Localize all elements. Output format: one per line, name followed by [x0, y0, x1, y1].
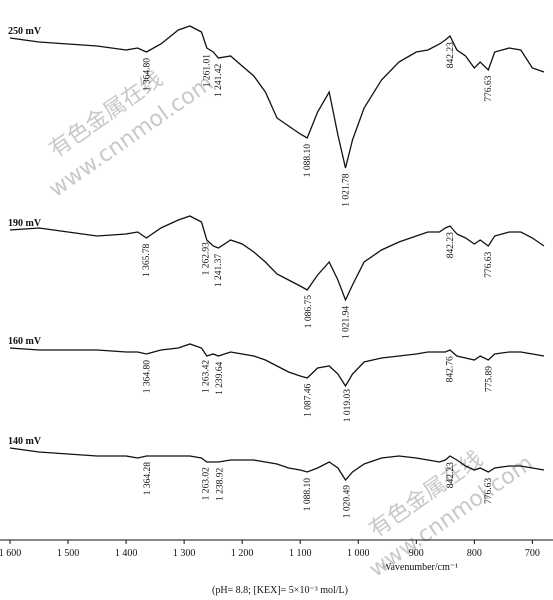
peak-label: 1 087.46 [303, 383, 313, 417]
x-tick-label: 1 300 [173, 548, 196, 559]
x-tick-label: 1 600 [0, 548, 21, 559]
peak-label: 1 365.78 [142, 243, 152, 276]
caption: (pH= 8.8; [KEX]= 5×10⁻³ mol/L) [212, 585, 348, 596]
peak-label: 842.23 [446, 232, 456, 258]
peak-label: 1 364.80 [143, 58, 153, 92]
series-label: 190 mV [8, 218, 42, 229]
peak-label: 775.89 [484, 366, 494, 392]
x-axis-label: Wavenumber/cm⁻¹ [382, 562, 458, 573]
x-tick-label: 1 200 [231, 548, 254, 559]
x-tick-label: 1 400 [115, 548, 138, 559]
spectrum-line [9, 25, 545, 169]
peak-label: 1 364.28 [143, 462, 153, 496]
spectrum-line [9, 447, 545, 482]
x-tick-label: 1 000 [347, 548, 370, 559]
peak-label: 1 263.02 [202, 467, 212, 501]
peak-label: 1 261.01 [203, 54, 213, 88]
peak-label: 842.76 [446, 356, 456, 382]
x-tick-label: 1 500 [57, 548, 80, 559]
peak-label: 1 238.92 [216, 468, 226, 502]
x-tick-label: 1 100 [289, 548, 312, 559]
peak-label: 1 263.42 [201, 360, 211, 394]
peak-label: 1 241.42 [214, 63, 224, 97]
peak-label: 1 262.93 [202, 242, 212, 276]
peak-label: 1 241.37 [214, 254, 224, 288]
series-label: 250 mV [8, 26, 42, 37]
series-label: 160 mV [8, 336, 42, 347]
peak-label: 1 088.10 [303, 478, 313, 512]
series-label: 140 mV [8, 436, 42, 447]
peak-label: 776.63 [484, 75, 494, 101]
peak-label: 842.23 [446, 462, 456, 488]
peak-label: 1 021.78 [342, 173, 352, 207]
peak-label: 776.63 [484, 251, 494, 277]
x-tick-label: 800 [467, 548, 482, 559]
peak-label: 1 021.94 [342, 306, 352, 340]
peak-label: 776.63 [484, 478, 494, 504]
peak-label: 1 086.75 [304, 295, 314, 329]
x-tick-label: 700 [525, 548, 540, 559]
peak-label: 1 364.80 [143, 360, 153, 394]
peak-label: 842.23 [446, 42, 456, 68]
spectrum-line [9, 215, 545, 302]
peak-label: 1 019.03 [343, 389, 353, 423]
peak-label: 1 239.64 [215, 361, 225, 395]
peak-label: 1 088.10 [303, 144, 313, 178]
peak-label: 1 020.49 [342, 485, 352, 519]
spectrum-line [9, 343, 545, 388]
x-tick-label: 900 [409, 548, 424, 559]
